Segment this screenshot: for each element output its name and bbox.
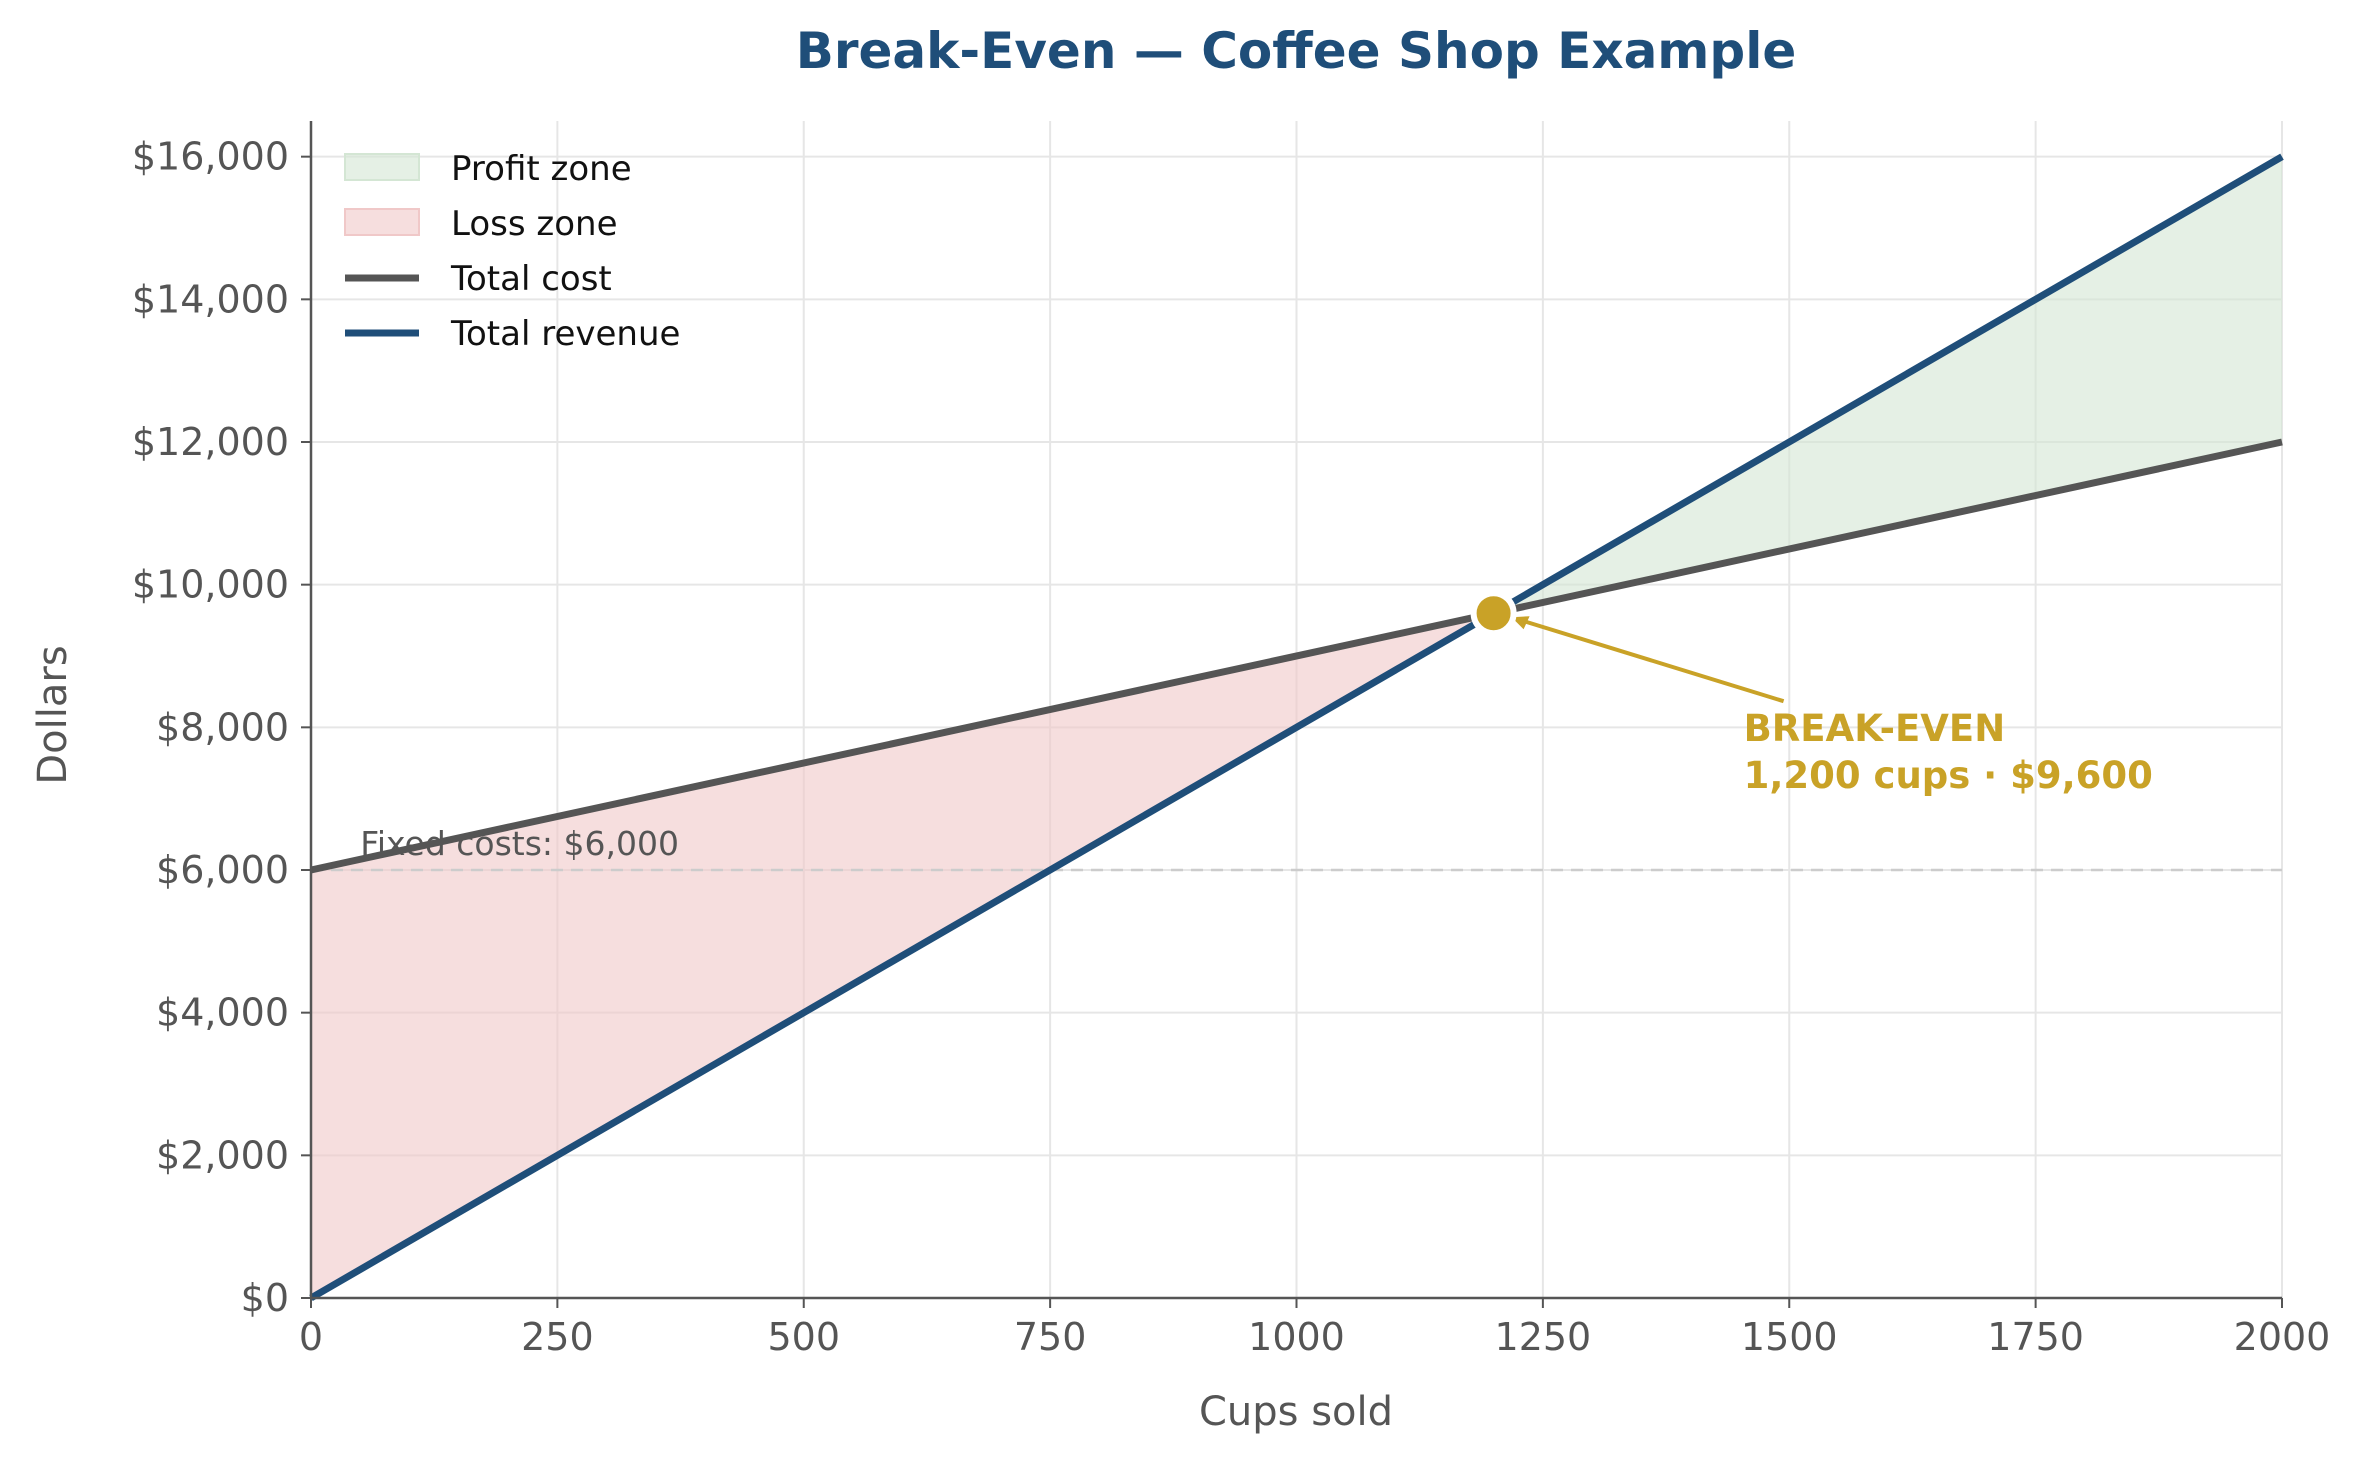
legend-label-profit-zone: Profit zone	[451, 149, 632, 189]
x-tick-label: 750	[1014, 1315, 1087, 1359]
break-even-arrowhead	[1511, 616, 1530, 630]
x-axis-title: Cups sold	[1199, 1389, 1393, 1435]
x-tick-label: 1000	[1248, 1315, 1345, 1359]
break-even-label-values: 1,200 cups · $9,600	[1744, 754, 2153, 797]
y-axis-title: Dollars	[30, 645, 76, 784]
y-tick-label: $8,000	[156, 705, 289, 749]
x-tick-label: 500	[767, 1315, 840, 1359]
x-tick-label: 2000	[2234, 1315, 2331, 1359]
break-even-marker	[1470, 590, 1517, 637]
reference-layer: Fixed costs: $6,000	[311, 824, 2282, 872]
chart-title: Break-Even — Coffee Shop Example	[796, 22, 1797, 80]
x-tick-label: 1500	[1741, 1315, 1838, 1359]
legend-label-total-revenue: Total revenue	[450, 314, 680, 354]
break-even-pointer	[1517, 617, 1785, 704]
y-tick-label: $16,000	[132, 135, 289, 179]
legend-label-loss-zone: Loss zone	[451, 204, 618, 244]
y-tick-label: $6,000	[156, 848, 289, 892]
x-tick-label: 1750	[1987, 1315, 2084, 1359]
total-cost-line	[310, 438, 2283, 874]
y-tick-label: $12,000	[132, 420, 289, 464]
legend: Profit zone Loss zone Total cost Total reve…	[344, 149, 680, 354]
series-layer	[309, 153, 2284, 1302]
total-revenue-line	[309, 153, 2284, 1302]
x-tick-label: 0	[299, 1315, 323, 1359]
y-tick-label: $2,000	[156, 1133, 289, 1177]
x-tick-label: 250	[521, 1315, 594, 1359]
y-tick-label: $14,000	[132, 277, 289, 321]
y-tick-label: $0	[241, 1276, 289, 1320]
axis-layer: 0 250 500 750 1000 1250 1500 1750 2000 $0 $2,000 $4…	[132, 121, 2331, 1359]
legend-swatch-profit-zone	[344, 153, 420, 181]
legend-swatch-loss-zone	[344, 208, 420, 236]
break-even-label-title: BREAK-EVEN	[1744, 707, 2006, 750]
y-tick-label: $4,000	[156, 991, 289, 1035]
fixed-cost-label: Fixed costs: $6,000	[360, 824, 679, 863]
x-tick-label: 1250	[1495, 1315, 1592, 1359]
legend-label-total-cost: Total cost	[450, 259, 612, 299]
y-tick-label: $10,000	[132, 563, 289, 607]
